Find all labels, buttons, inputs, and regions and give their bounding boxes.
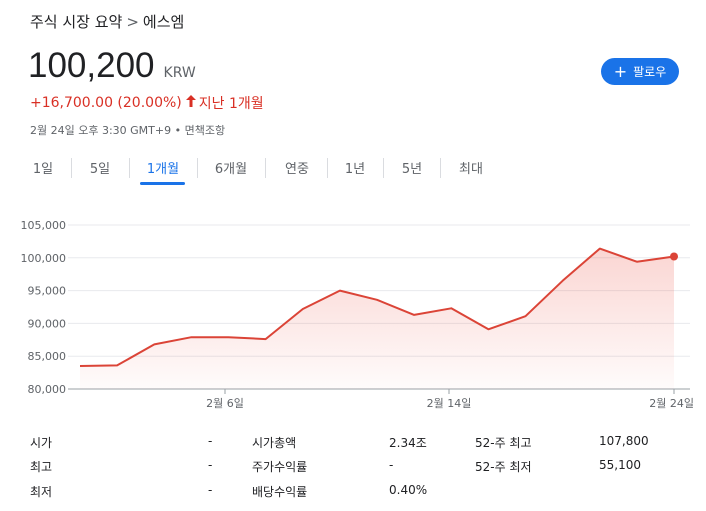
tab-1m[interactable]: 1개월	[146, 162, 180, 177]
tab-divider	[440, 158, 441, 178]
price-row: 100,200 KRW	[28, 46, 196, 86]
stat-pe-value: -	[389, 458, 394, 472]
y-tick-label: 90,000	[28, 317, 67, 330]
breadcrumb: 주식 시장 요약 > 에스엠	[30, 11, 184, 32]
tab-divider	[129, 158, 130, 178]
price-chart-svg: 105,000 100,000 95,000 90,000 85,000 80,000 2…	[21, 219, 695, 410]
change-value: +16,700.00 (20.00%)	[30, 95, 182, 111]
tab-divider	[197, 158, 198, 178]
price-chart[interactable]: 105,000 100,000 95,000 90,000 85,000 80,000 2…	[0, 205, 706, 415]
breadcrumb-parent[interactable]: 주식 시장 요약	[30, 13, 123, 31]
quote-timestamp: 2월 24일 오후 3:30 GMT+9 • 면책조항	[30, 124, 226, 137]
stat-mktcap-value: 2.34조	[389, 436, 427, 450]
tab-6m[interactable]: 6개월	[214, 162, 248, 177]
y-tick-label: 80,000	[28, 383, 67, 396]
price-change: +16,700.00 (20.00%) 지난 1개월	[30, 93, 264, 113]
tab-1y[interactable]: 1년	[344, 162, 366, 177]
tab-1d[interactable]: 1일	[32, 162, 54, 177]
y-tick-label: 105,000	[21, 219, 67, 232]
tab-divider	[265, 158, 266, 178]
stat-high-value: -	[208, 458, 213, 472]
stat-open-label: 시가	[30, 436, 53, 450]
follow-button[interactable]: + 팔로우	[601, 58, 679, 85]
tab-divider	[71, 158, 72, 178]
stats-table: 시가 - 최고 - 최저 - 시가총액 2.34조 주가수익률 - 배당수익률 …	[0, 430, 706, 511]
tab-ytd[interactable]: 연중	[285, 162, 309, 177]
breadcrumb-current: 에스엠	[142, 13, 185, 31]
stat-open-value: -	[208, 434, 213, 448]
stat-high-label: 최고	[30, 460, 53, 474]
stat-52w-high-value: 107,800	[599, 434, 649, 448]
tab-divider	[327, 158, 328, 178]
price-area	[80, 248, 674, 389]
stat-yield-value: 0.40%	[389, 483, 428, 497]
tab-max[interactable]: 최대	[459, 162, 483, 177]
change-period: 지난 1개월	[198, 96, 264, 112]
y-tick-label: 100,000	[21, 252, 67, 265]
stat-52w-high-label: 52-주 최고	[475, 436, 532, 450]
x-tick-label: 2월 6일	[206, 396, 244, 410]
range-tabs: 1일 5일 1개월 6개월 연중 1년 5년 최대	[0, 152, 706, 186]
stat-52w-low-label: 52-주 최저	[475, 460, 532, 474]
stat-low-label: 최저	[30, 485, 53, 499]
stat-pe-label: 주가수익률	[252, 460, 308, 474]
plus-icon: +	[613, 61, 628, 81]
arrow-up-icon	[185, 95, 196, 111]
last-price-point	[670, 252, 678, 261]
stat-low-value: -	[208, 483, 213, 497]
tab-5d[interactable]: 5일	[89, 162, 111, 177]
follow-button-label: 팔로우	[633, 65, 667, 79]
active-tab-indicator	[140, 182, 185, 185]
stat-52w-low-value: 55,100	[599, 458, 641, 472]
stock-price: 100,200	[28, 46, 155, 85]
stat-mktcap-label: 시가총액	[252, 436, 297, 450]
currency-code: KRW	[163, 65, 196, 81]
price-line	[79, 247, 675, 367]
stat-yield-label: 배당수익률	[252, 485, 308, 499]
tab-5y[interactable]: 5년	[401, 162, 423, 177]
x-tick-label: 2월 14일	[427, 396, 472, 410]
y-tick-label: 95,000	[28, 285, 67, 298]
tab-divider	[383, 158, 384, 178]
y-tick-label: 85,000	[28, 350, 67, 363]
x-tick-label: 2월 24일	[649, 396, 694, 410]
breadcrumb-separator: >	[126, 13, 139, 31]
